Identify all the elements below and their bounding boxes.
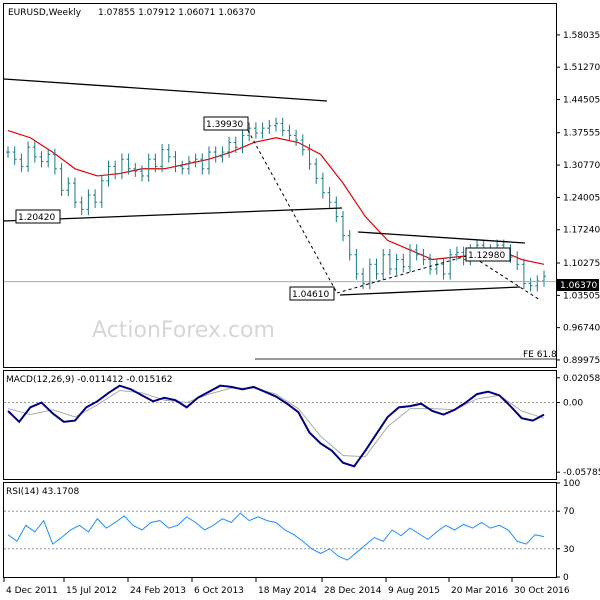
macd-lines	[4, 384, 556, 468]
x-tick-label: 4 Dec 2011	[6, 586, 58, 596]
macd-tick-label: 0.020585	[563, 374, 600, 384]
annotation-1-39930: 1.39930	[203, 116, 249, 131]
price-bars	[6, 117, 546, 292]
fib-dashed-line-1	[244, 124, 338, 294]
price-tick-label: 0.96740	[563, 324, 600, 334]
price-tick-label: 0.89975	[563, 356, 600, 366]
svg-text:1.04610: 1.04610	[292, 290, 329, 300]
ma-path	[7, 130, 545, 265]
price-tick-label: 1.44505	[563, 96, 600, 106]
rsi-tick-label: 100	[563, 479, 580, 489]
price-title-group: EURUSD,Weekly 1.07855 1.07912 1.06071 1.…	[8, 8, 256, 18]
upper-trend-line	[3, 78, 328, 102]
x-tick-label: 6 Oct 2013	[194, 586, 244, 596]
price-tick-label: 1.24005	[563, 193, 600, 203]
x-tick-label: 20 Mar 2016	[451, 586, 508, 596]
x-tick-label: 30 Oct 2016	[514, 586, 570, 596]
annotation-1-04610: 1.04610	[289, 286, 335, 301]
fib-dashed-line-3	[469, 254, 541, 301]
x-tick-label: 24 Feb 2013	[130, 586, 186, 596]
price-ohlc: 1.07855 1.07912 1.06071 1.06370	[98, 8, 256, 18]
x-axis: 4 Dec 2011 15 Jul 2012 24 Feb 2013 6 Oct 20…	[3, 578, 570, 596]
rsi-title: RSI(14) 43.1708	[6, 487, 79, 497]
rsi-tick-label: 0	[563, 573, 569, 583]
svg-text:1.06370: 1.06370	[560, 281, 597, 291]
price-tick-label: 1.58035	[563, 31, 600, 41]
channel-top-line	[357, 231, 526, 244]
price-tick-label: 1.51270	[563, 63, 600, 73]
annotation-fe-61-8: FE 61.8	[523, 350, 557, 360]
rsi-tick-label: 30	[563, 545, 575, 555]
macd-tick-label: -0.057859	[563, 468, 600, 478]
macd-main-path	[7, 384, 545, 468]
moving-average-line	[7, 130, 545, 265]
x-tick-label: 28 Dec 2014	[324, 586, 382, 596]
rsi-y-axis: 100 70 30 0	[556, 479, 580, 583]
macd-y-axis: 0.020585 0.00 -0.057859	[556, 374, 600, 478]
current-price-tag: 1.06370	[557, 279, 599, 291]
macd-tick-label: 0.00	[563, 399, 583, 409]
fib-dashed-line-2	[336, 254, 471, 294]
macd-panel	[3, 370, 557, 480]
price-tick-label: 1.03505	[563, 291, 600, 301]
price-tick-label: 1.37555	[563, 129, 600, 139]
annotation-1-12980: 1.12980	[465, 247, 511, 262]
svg-text:1.39930: 1.39930	[206, 120, 243, 130]
price-tick-label: 1.30770	[563, 161, 600, 171]
rsi-tick-label: 70	[563, 507, 575, 517]
x-tick-label: 15 Jul 2012	[66, 586, 117, 596]
macd-title: MACD(12,26,9) -0.011412 -0.015162	[6, 375, 172, 385]
price-panel	[3, 3, 557, 368]
rsi-path	[7, 512, 545, 561]
channel-bottom-line	[339, 286, 521, 296]
watermark: ActionForex.com	[92, 318, 275, 343]
svg-text:1.12980: 1.12980	[468, 251, 505, 261]
price-tick-label: 1.10275	[563, 259, 600, 269]
rsi-panel	[3, 482, 557, 578]
x-tick-label: 9 Aug 2015	[388, 586, 440, 596]
annotation-1-20420: 1.20420	[15, 209, 61, 224]
price-tick-label: 1.17240	[563, 226, 600, 236]
trend-lines	[3, 78, 556, 360]
rsi-line	[4, 510, 556, 561]
x-tick-label: 18 May 2014	[258, 586, 317, 596]
price-y-axis: 1.58035 1.51270 1.44505 1.37555 1.30770 1.240…	[556, 31, 600, 366]
price-title: EURUSD,Weekly	[8, 8, 82, 18]
svg-text:1.20420: 1.20420	[18, 213, 55, 223]
